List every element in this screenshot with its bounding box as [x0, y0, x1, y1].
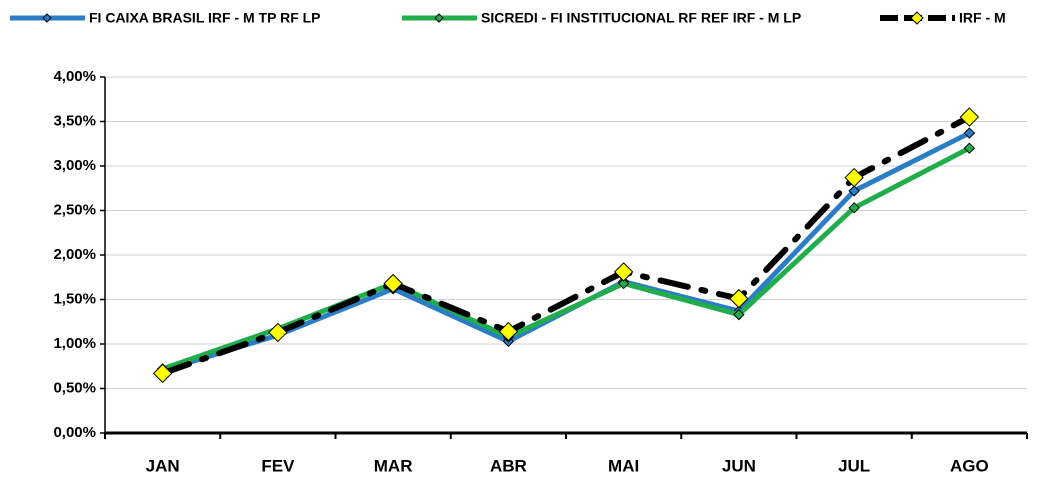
legend-text: FI CAIXA BRASIL IRF - M TP RF LP — [89, 10, 321, 26]
data-point — [959, 107, 980, 127]
data-point — [617, 277, 630, 290]
data-point — [498, 321, 519, 342]
y-tick-label: 1,00% — [53, 335, 96, 352]
data-point — [613, 262, 634, 282]
x-tick-label: JAN — [146, 456, 180, 475]
x-tick-label: MAI — [608, 456, 639, 475]
data-point — [848, 185, 860, 197]
x-tick-label: JUL — [838, 456, 870, 475]
y-tick-label: 4,00% — [53, 68, 96, 85]
data-point — [848, 202, 860, 214]
x-tick-label: FEV — [261, 456, 295, 475]
x-tick-label: ABR — [490, 456, 527, 475]
data-point — [268, 322, 288, 343]
y-tick-label: 3,00% — [53, 157, 96, 174]
y-tick-label: 0,00% — [53, 424, 96, 441]
legend-marker — [434, 13, 444, 23]
data-point — [963, 127, 976, 139]
data-point — [844, 167, 864, 188]
y-tick-label: 2,00% — [53, 246, 96, 263]
data-point — [383, 273, 403, 294]
data-point — [733, 308, 745, 321]
x-tick-label: MAR — [374, 456, 413, 475]
legend-marker — [910, 11, 924, 25]
legend-text: IRF - M — [959, 10, 1006, 26]
x-tick-label: JUN — [722, 456, 756, 475]
legend-marker — [42, 13, 52, 23]
y-tick-label: 0,50% — [53, 379, 96, 396]
legend-text: SICREDI - FI INSTITUCIONAL RF REF IRF - … — [481, 10, 801, 26]
y-tick-label: 1,50% — [53, 290, 96, 307]
data-point — [152, 363, 173, 384]
data-point — [729, 288, 749, 309]
x-tick-label: AGO — [950, 456, 989, 475]
data-point — [963, 142, 976, 154]
y-tick-label: 3,50% — [53, 112, 96, 129]
y-tick-label: 2,50% — [53, 201, 96, 218]
series-line — [159, 114, 973, 377]
